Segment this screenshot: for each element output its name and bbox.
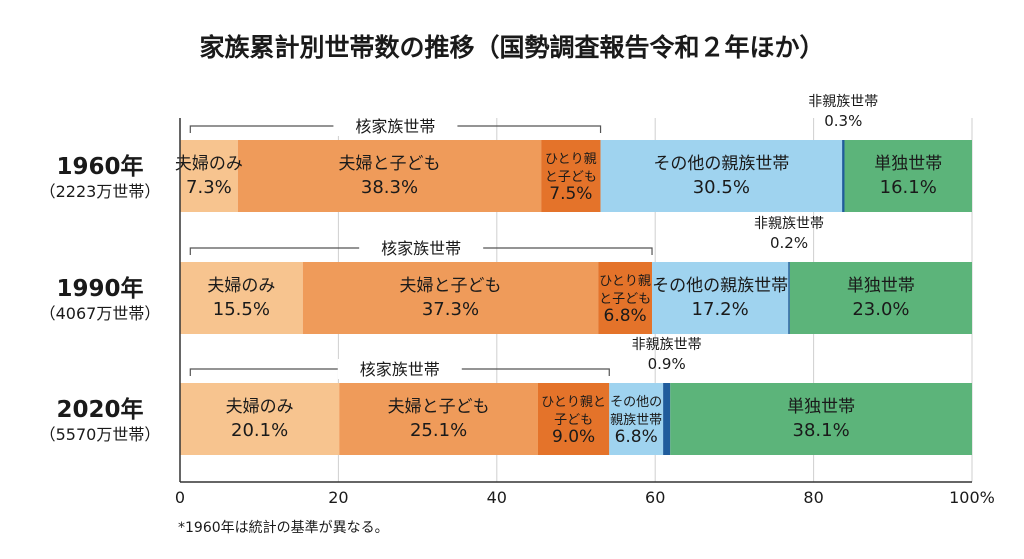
row-year-label: 1960年 (56, 153, 143, 180)
data-label: 親族世帯 (610, 412, 662, 428)
data-label: 7.5% (549, 184, 592, 204)
bar-segment (180, 262, 303, 334)
data-label: その他の (610, 395, 662, 410)
bar-segment (600, 140, 843, 212)
bar-segment (180, 140, 238, 212)
bar-labels: 核家族世帯夫婦のみ7.3%夫婦と子ども38.3%ひとり親と子ども7.5%その他の… (175, 94, 942, 447)
data-label: 16.1% (880, 177, 937, 198)
bracket-label-bg (359, 238, 484, 258)
data-label: 9.0% (552, 427, 595, 447)
data-label: 17.2% (692, 299, 749, 320)
data-label: 夫婦と子ども (399, 276, 501, 296)
data-label: 0.3% (824, 112, 862, 130)
x-tick-label: 80 (803, 488, 823, 507)
row-households-label: （5570万世帯） (40, 425, 161, 444)
chart-title: 家族累計別世帯数の推移（国勢調査報告令和２年ほか） (199, 33, 824, 62)
row-households-label: （4067万世帯） (40, 304, 161, 323)
data-label: 38.1% (793, 420, 850, 441)
data-label: 単独世帯 (847, 276, 915, 296)
data-label: 子ども (554, 413, 593, 428)
row-year-label: 1990年 (56, 275, 143, 302)
bar-segment (788, 262, 790, 334)
data-label: 6.8% (604, 306, 647, 326)
bar-segment (180, 383, 340, 455)
data-label: 夫婦のみ (175, 154, 243, 174)
nuclear-family-label: 核家族世帯 (355, 117, 435, 136)
data-label: 非親族世帯 (808, 94, 878, 110)
data-label: 7.3% (186, 177, 232, 198)
bar-segment (842, 140, 845, 212)
x-tick-label: 0 (175, 488, 185, 507)
x-tick-label: 60 (645, 488, 665, 507)
data-label: 夫婦のみ (207, 276, 275, 296)
y-axis-labels: 1960年 （2223万世帯） 1990年 （4067万世帯） 2020年 （5570万世… (40, 153, 161, 444)
bar-segment (670, 383, 972, 455)
data-label: 非親族世帯 (632, 337, 702, 353)
bar-segment (652, 262, 789, 334)
data-label: 夫婦のみ (226, 397, 294, 417)
bar-segment (663, 383, 671, 455)
bar-segment (537, 383, 610, 455)
bar-segment (237, 140, 542, 212)
data-label: と子ども (599, 292, 651, 307)
x-tick-label: 40 (487, 488, 507, 507)
data-label: 38.3% (361, 177, 418, 198)
nuclear-family-label: 核家族世帯 (360, 360, 440, 379)
data-label: 夫婦と子ども (338, 154, 440, 174)
x-tick-label: 100% (949, 488, 995, 507)
data-label: 非親族世帯 (754, 216, 824, 232)
data-label: 15.5% (213, 299, 270, 320)
data-label: ひとり親と (541, 395, 606, 410)
bracket-label-bg (337, 359, 462, 379)
bar-segment (598, 262, 653, 334)
footnote: *1960年は統計の基準が異なる。 (178, 519, 389, 536)
data-label: 単独世帯 (787, 397, 855, 417)
data-label: 37.3% (422, 299, 479, 320)
data-label: 30.5% (693, 177, 750, 198)
data-label: ひとり親 (599, 274, 651, 289)
row-households-label: （2223万世帯） (40, 182, 161, 201)
bars (180, 140, 972, 455)
bar-segment (302, 262, 599, 334)
data-label: 23.0% (852, 299, 909, 320)
data-label: 0.2% (770, 234, 808, 252)
data-label: その他の親族世帯 (653, 154, 789, 174)
row-year-label: 2020年 (56, 396, 143, 423)
bracket-label-bg (333, 116, 458, 136)
data-label: その他の親族世帯 (652, 276, 788, 296)
bar-segment (844, 140, 972, 212)
bar-segment (609, 383, 664, 455)
x-axis: 0 20 40 60 80 100% (175, 118, 995, 507)
data-label: 25.1% (410, 420, 467, 441)
data-label: と子ども (545, 170, 597, 185)
data-label: 6.8% (615, 427, 658, 447)
bar-segment (789, 262, 972, 334)
bar-segment (541, 140, 601, 212)
data-label: ひとり親 (545, 152, 597, 167)
data-label: 夫婦と子ども (388, 397, 490, 417)
bar-segment (339, 383, 538, 455)
x-tick-label: 20 (328, 488, 348, 507)
data-label: 0.9% (648, 355, 686, 373)
data-label: 単独世帯 (874, 154, 942, 174)
data-label: 20.1% (231, 420, 288, 441)
nuclear-family-label: 核家族世帯 (381, 239, 461, 258)
